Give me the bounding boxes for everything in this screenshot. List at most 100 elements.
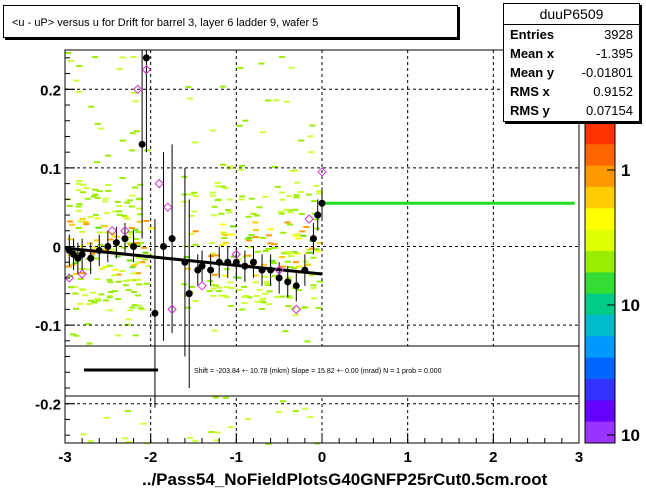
heatmap-cell xyxy=(144,149,151,152)
colorbar-segment xyxy=(585,336,615,359)
heatmap-cell xyxy=(266,290,273,293)
heatmap-cell xyxy=(213,254,220,257)
profile-point xyxy=(168,235,176,243)
heatmap-cell xyxy=(281,252,288,255)
heatmap-cell xyxy=(97,127,104,130)
heatmap-cell xyxy=(221,237,228,239)
x-tick-label: -1 xyxy=(230,449,243,466)
heatmap-cell xyxy=(76,203,83,206)
heatmap-cell xyxy=(88,105,95,108)
heatmap-cell xyxy=(65,52,72,54)
open-point xyxy=(154,178,164,189)
fit-legend-box: Shift = -203.84 +- 10.78 (mkm) Slope = 1… xyxy=(64,345,580,397)
heatmap-cell xyxy=(136,304,143,307)
colorbar-segment xyxy=(585,144,615,167)
heatmap-cell xyxy=(310,287,317,290)
profile-point xyxy=(275,274,283,282)
heatmap-cell xyxy=(132,100,139,103)
heatmap-cell xyxy=(75,182,82,185)
heatmap-cell xyxy=(285,295,292,298)
heatmap-cell xyxy=(212,396,219,399)
heatmap-cell xyxy=(66,204,73,207)
heatmap-cell xyxy=(121,214,128,217)
heatmap-cell xyxy=(306,251,313,254)
x-tick-label: -2 xyxy=(144,449,157,466)
profile-point xyxy=(232,258,240,266)
heatmap-cell xyxy=(315,306,322,309)
heatmap-cell xyxy=(211,205,218,208)
stats-box: duuP6509 Entries 3928 Mean x -1.395 Mean y… xyxy=(503,3,640,122)
colorbar-segment xyxy=(585,251,615,273)
heatmap-cell xyxy=(136,283,143,286)
heatmap-cell xyxy=(192,141,199,144)
heatmap-cell xyxy=(137,307,144,310)
heatmap-cell xyxy=(115,245,122,248)
heatmap-cell xyxy=(292,410,299,413)
heatmap-cell xyxy=(283,208,290,211)
heatmap-cell xyxy=(244,237,251,240)
heatmap-cell xyxy=(77,220,84,223)
heatmap-cell xyxy=(271,262,277,265)
heatmap-cell xyxy=(245,239,252,242)
heatmap-cell xyxy=(263,280,270,283)
heatmap-cell xyxy=(216,286,223,289)
heatmap-cell xyxy=(278,191,285,194)
heatmap-cell xyxy=(191,210,198,213)
heatmap-cell xyxy=(131,264,138,267)
heatmap-cell xyxy=(278,295,285,298)
heatmap-cell xyxy=(189,285,196,288)
heatmap-cell xyxy=(285,252,292,255)
heatmap-cell xyxy=(111,274,118,277)
heatmap-cell xyxy=(137,213,144,216)
heatmap-cell xyxy=(227,281,234,284)
heatmap-cell xyxy=(72,292,79,295)
heatmap-cell xyxy=(103,299,109,302)
heatmap-cell xyxy=(137,183,144,186)
heatmap-cell xyxy=(131,291,138,293)
heatmap-cell xyxy=(95,299,102,302)
heatmap-cell xyxy=(80,272,86,275)
heatmap-cell xyxy=(288,255,295,257)
heatmap-cell xyxy=(128,227,135,230)
heatmap-cell xyxy=(95,226,102,229)
heatmap-cell xyxy=(260,301,267,304)
heatmap-cell xyxy=(209,284,216,286)
heatmap-cell xyxy=(86,342,93,345)
heatmap-cell xyxy=(293,196,300,199)
heatmap-cell xyxy=(115,280,122,283)
heatmap-cell xyxy=(90,195,97,198)
heatmap-cell xyxy=(253,214,260,217)
heatmap-cell xyxy=(252,274,259,277)
heatmap-cell xyxy=(210,294,217,297)
heatmap-cell xyxy=(262,195,269,198)
heatmap-cell xyxy=(129,266,136,269)
heatmap-cell xyxy=(252,281,259,284)
heatmap-cell xyxy=(94,122,101,125)
heatmap-cell xyxy=(218,294,225,297)
heatmap-cell xyxy=(132,334,139,337)
heatmap-cell xyxy=(245,254,252,257)
heatmap-cell xyxy=(284,250,291,253)
heatmap-cell xyxy=(211,214,218,217)
heatmap-cell xyxy=(239,308,246,311)
file-label: ../Pass54_NoFieldPlotsG40GNFP25rCut0.5cm… xyxy=(142,470,548,489)
heatmap-cell xyxy=(105,189,112,192)
heatmap-cell xyxy=(230,225,237,228)
heatmap-cell xyxy=(210,287,217,290)
heatmap-cell xyxy=(145,265,152,267)
profile-point xyxy=(249,258,257,266)
heatmap-cell xyxy=(73,272,80,275)
x-tick-label: 2 xyxy=(489,449,497,466)
heatmap-cell xyxy=(215,290,222,293)
x-tick-label: 1 xyxy=(403,449,411,466)
heatmap-cell xyxy=(302,260,309,263)
y-tick-label: -0.1 xyxy=(35,318,61,335)
heatmap-cell xyxy=(73,307,79,310)
heatmap-cell xyxy=(279,265,286,268)
profile-point xyxy=(138,140,146,148)
heatmap-cell xyxy=(93,239,100,242)
heatmap-cell xyxy=(253,295,260,297)
heatmap-cell xyxy=(125,318,132,321)
heatmap-cell xyxy=(210,252,217,255)
heatmap-cell xyxy=(226,211,233,214)
